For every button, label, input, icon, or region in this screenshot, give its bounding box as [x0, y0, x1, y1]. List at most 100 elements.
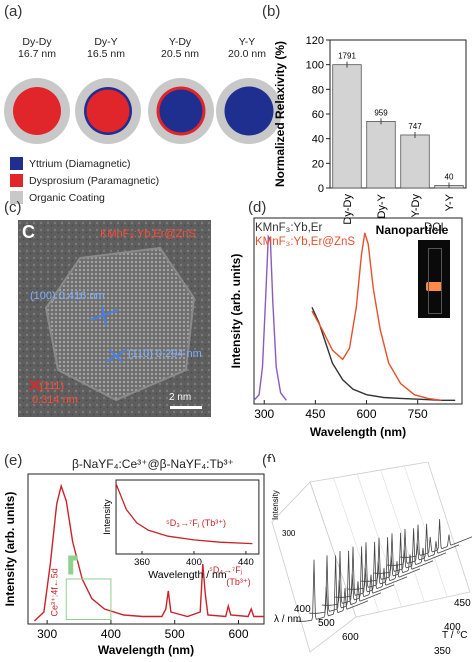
lattice-marker-110b — [109, 349, 123, 363]
x-tick-label: Y-Y — [444, 193, 456, 211]
legend-label: Dysprosium (Paramagnetic) — [29, 174, 160, 187]
legend-label: Yttrium (Diamagnetic) — [29, 157, 131, 170]
grid-line — [333, 477, 380, 613]
legend-d-item-1: KMnF₃:Yb,Er — [255, 222, 323, 234]
trace — [334, 541, 408, 598]
legend-label: Organic Coating — [29, 191, 105, 204]
spectrum-line-1 — [311, 307, 456, 401]
particle-size: 16.7 nm — [18, 48, 56, 60]
x-tick-label: 400 — [294, 604, 311, 615]
grid-line — [404, 465, 448, 598]
grid-line — [380, 469, 425, 603]
particle-y-dy: Y-Dy 20.5 nm — [151, 36, 209, 60]
temperature-spectra-3d: 350 400 450 400 500 600 λ / nm T / °C Intensity3… — [266, 462, 474, 662]
y-tick-label: 120 — [306, 35, 324, 47]
panel-d-label: (d) — [248, 199, 267, 216]
x-tick-label: 600 — [357, 407, 377, 421]
y-axis-label: Intensity (arb. units) — [3, 492, 17, 607]
tem-annot-111a: (111) — [40, 380, 65, 392]
zoom-arrow — [68, 555, 78, 575]
inset-frame — [115, 479, 260, 555]
inset-x-tick-label: 400 — [186, 557, 202, 568]
tem-title: KMnF₃:Yb,Er@ZnS — [100, 228, 196, 240]
tem-corner-letter: C — [22, 222, 35, 242]
panel-e-title: β-NaYF₄:Ce³⁺@β-NaYF₄:Tb³⁺ — [72, 457, 234, 471]
x-tick-label: 300 — [37, 627, 57, 641]
vial-glow — [426, 282, 442, 291]
trace — [321, 546, 395, 606]
legend-d: KMnF₃:Yb,Er KMnF₃:Yb,Er@ZnS — [255, 222, 355, 248]
particle-name: Dy-Dy — [22, 36, 52, 48]
dcl-label: DCL — [424, 222, 448, 234]
trace — [360, 532, 434, 582]
particle-dy-dy: Dy-Dy 16.7 nm — [8, 36, 66, 60]
tem-annot-110: (110) 0.294 nm — [128, 348, 202, 360]
y-tick-label: 40 — [312, 134, 324, 146]
tem-scale-label: 2 nm — [169, 392, 192, 403]
panel-a-label: (a) — [4, 3, 23, 20]
particle-dy-dy-core — [13, 87, 61, 135]
tem-annot-111b: 0.314 nm — [32, 394, 78, 406]
legend-item-dysprosium: Dysprosium (Paramagnetic) — [10, 172, 159, 189]
bar-value-label: 1791 — [338, 52, 356, 61]
y-tick-label: 20 — [312, 158, 324, 170]
spectrum-line-2 — [311, 232, 442, 401]
inset-line — [115, 483, 253, 545]
particle-size: 20.0 nm — [228, 48, 266, 60]
particle-y-y: Y-Y 20.0 nm — [218, 36, 276, 60]
x-tick-label: 750 — [408, 407, 428, 421]
zoom-box — [65, 578, 112, 620]
x-tick-label: Dy-Y — [376, 193, 388, 218]
z-axis-label: T / °C — [442, 630, 467, 641]
bar — [400, 134, 430, 189]
x-tick-label: 600 — [228, 627, 248, 641]
lattice-marker-111b — [29, 379, 41, 391]
x-tick-label: Dy-Dy — [342, 194, 354, 225]
tem-image: C KMnF₃:Yb,Er@ZnS (100) 0.416 nm (110) 0… — [18, 220, 211, 417]
y-axis-label: Normalized Relaxivity (%) — [273, 41, 287, 187]
y-axis-label: Intensity (arb. units) — [229, 254, 243, 369]
x-axis-label: λ / nm — [274, 614, 301, 625]
x-tick-label: 600 — [342, 632, 359, 643]
particle-y-dy-core — [159, 89, 203, 133]
inset-x-tick-label: 440 — [238, 557, 254, 568]
y-axis-label: Intensity — [271, 490, 280, 520]
y-tick-label: 80 — [312, 84, 324, 96]
legend-swatch — [10, 157, 23, 170]
x-tick-label: 300 — [254, 407, 274, 421]
trace — [308, 550, 382, 614]
nanocrystal — [44, 246, 196, 402]
plot-frame — [253, 217, 463, 405]
particle-schematics — [4, 78, 282, 144]
inset-annotation: ⁵D₃→⁷Fⱼ (Tb³⁺) — [166, 518, 226, 528]
panel-e-label: (e) — [4, 452, 23, 469]
y-tick-label: 0 — [318, 183, 324, 195]
trace — [373, 528, 447, 574]
lattice-marker-100b — [101, 305, 107, 327]
x-axis-label: Wavelength (nm) — [310, 425, 406, 439]
particle-y-y-core — [224, 86, 274, 136]
emission-spectra-e: 300 400 500 600 Ce³⁺:4f←5d ⁵D₄→⁷Fⱼ (Tb³⁺) 360 40… — [3, 473, 265, 657]
bar — [366, 121, 396, 189]
tb-annotation: ⁵D₄→⁷Fⱼ — [209, 565, 243, 575]
particle-name: Y-Dy — [168, 36, 192, 48]
x-axis-label: Wavelength (nm) — [98, 643, 194, 657]
tb-annotation-ion: (Tb³⁺) — [226, 577, 250, 587]
bar-value-label: 40 — [445, 173, 454, 182]
legend-swatch — [10, 174, 23, 187]
vial-body — [428, 248, 442, 314]
panel-b-label: (b) — [262, 3, 281, 20]
plot-frame — [27, 473, 265, 625]
x-tick-label: 500 — [318, 618, 335, 629]
panel-c-label: (c) — [4, 199, 22, 216]
x-tick-label: Y-Dy — [410, 194, 422, 218]
x-axis-label: Nanoparticle — [376, 223, 449, 237]
legend-item-coating: Organic Coating — [10, 189, 159, 206]
bar — [332, 64, 362, 189]
bar-value-label: 959 — [374, 108, 388, 117]
particle-dy-y: Dy-Y 16.5 nm — [77, 36, 135, 60]
y-tick-label: 60 — [312, 109, 324, 121]
particle-name: Dy-Y — [94, 36, 118, 48]
tem-texture — [18, 220, 211, 417]
ce-annotation: Ce³⁺:4f←5d — [49, 568, 59, 616]
